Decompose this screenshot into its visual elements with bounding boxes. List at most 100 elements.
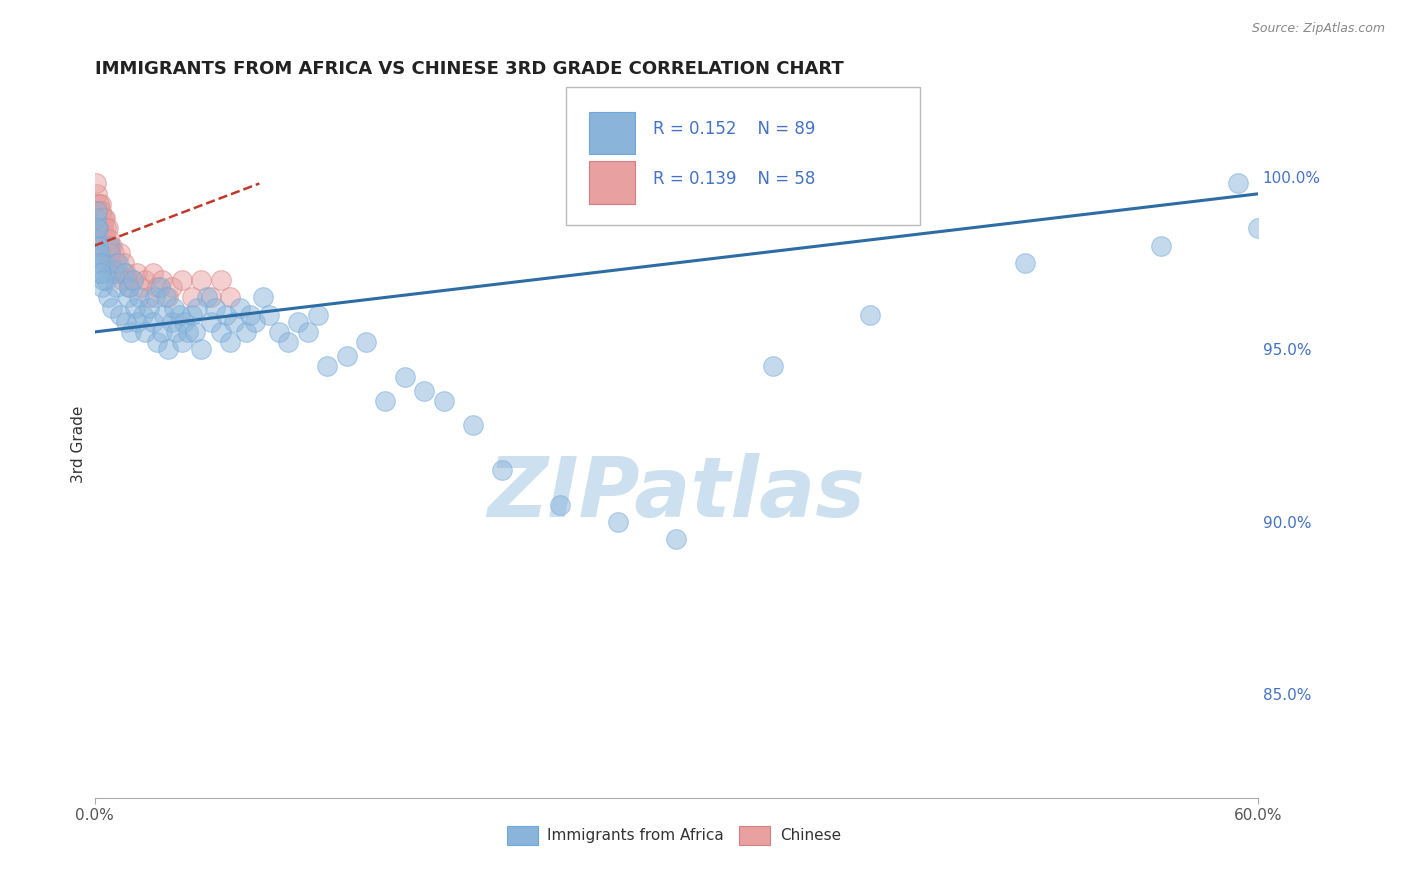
- Point: [104, 280, 127, 294]
- Point: [180, 290, 202, 304]
- Point: [186, 301, 208, 315]
- Point: [86, 221, 108, 235]
- Point: [170, 273, 193, 287]
- Point: [91, 238, 114, 252]
- Point: [112, 256, 135, 270]
- Point: [87, 245, 110, 260]
- Point: [157, 290, 180, 304]
- Point: [277, 335, 299, 350]
- Point: [93, 232, 115, 246]
- Point: [209, 325, 232, 339]
- Point: [173, 315, 195, 329]
- Point: [461, 418, 484, 433]
- Point: [89, 232, 111, 246]
- Point: [142, 315, 165, 329]
- FancyBboxPatch shape: [565, 87, 921, 225]
- Point: [215, 308, 238, 322]
- Text: Chinese: Chinese: [780, 828, 841, 843]
- Point: [86, 186, 108, 201]
- Y-axis label: 3rd Grade: 3rd Grade: [72, 406, 86, 483]
- Point: [89, 266, 111, 280]
- Point: [491, 463, 513, 477]
- Point: [224, 315, 246, 329]
- Point: [374, 394, 396, 409]
- Point: [122, 273, 145, 287]
- Point: [98, 238, 121, 252]
- Point: [93, 211, 115, 225]
- Point: [432, 394, 454, 409]
- Point: [143, 290, 166, 304]
- Point: [132, 308, 155, 322]
- Point: [87, 204, 110, 219]
- Point: [86, 204, 108, 219]
- Point: [1014, 256, 1036, 270]
- Point: [316, 359, 339, 374]
- Point: [101, 266, 124, 280]
- Point: [103, 245, 125, 260]
- Point: [394, 369, 416, 384]
- Point: [287, 315, 309, 329]
- Point: [84, 211, 107, 225]
- Point: [111, 273, 134, 287]
- Point: [195, 290, 218, 304]
- Point: [239, 308, 262, 322]
- Point: [89, 221, 111, 235]
- Point: [87, 197, 110, 211]
- Point: [169, 308, 191, 322]
- Point: [98, 245, 121, 260]
- Point: [86, 245, 108, 260]
- Text: R = 0.139    N = 58: R = 0.139 N = 58: [652, 169, 815, 187]
- Point: [160, 280, 183, 294]
- Point: [104, 256, 127, 270]
- Point: [101, 238, 124, 252]
- Point: [107, 256, 129, 270]
- Point: [1150, 238, 1173, 252]
- Point: [165, 325, 187, 339]
- Point: [152, 273, 174, 287]
- Point: [98, 238, 121, 252]
- Point: [97, 256, 120, 270]
- Point: [90, 266, 112, 280]
- Point: [190, 342, 212, 356]
- Text: R = 0.152    N = 89: R = 0.152 N = 89: [652, 120, 815, 138]
- Point: [94, 245, 117, 260]
- Point: [107, 266, 129, 280]
- Point: [762, 359, 785, 374]
- Point: [84, 197, 107, 211]
- Point: [108, 245, 131, 260]
- Point: [91, 221, 114, 235]
- Point: [176, 325, 198, 339]
- Point: [252, 290, 274, 304]
- Point: [122, 273, 145, 287]
- Point: [548, 498, 571, 512]
- Text: Immigrants from Africa: Immigrants from Africa: [547, 828, 724, 843]
- Point: [200, 315, 222, 329]
- Point: [297, 325, 319, 339]
- Point: [257, 308, 280, 322]
- Point: [138, 301, 160, 315]
- Point: [219, 335, 242, 350]
- Point: [267, 325, 290, 339]
- Point: [152, 325, 174, 339]
- Point: [163, 301, 186, 315]
- Point: [91, 273, 114, 287]
- Point: [112, 266, 135, 280]
- Point: [1247, 221, 1270, 235]
- Point: [859, 308, 882, 322]
- Point: [127, 266, 149, 280]
- Point: [149, 280, 172, 294]
- Point: [114, 315, 136, 329]
- Point: [91, 221, 114, 235]
- Point: [134, 325, 156, 339]
- Point: [124, 301, 146, 315]
- Point: [245, 315, 267, 329]
- Point: [90, 197, 112, 211]
- Point: [87, 238, 110, 252]
- Point: [190, 273, 212, 287]
- Point: [87, 211, 110, 225]
- Point: [97, 221, 120, 235]
- Text: ZIPatlas: ZIPatlas: [488, 453, 865, 534]
- Point: [1227, 177, 1250, 191]
- Point: [184, 325, 207, 339]
- Point: [229, 301, 252, 315]
